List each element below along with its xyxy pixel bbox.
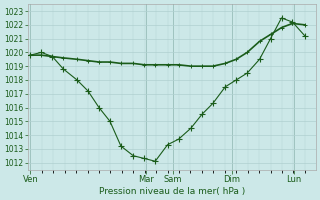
X-axis label: Pression niveau de la mer( hPa ): Pression niveau de la mer( hPa ): [99, 187, 245, 196]
